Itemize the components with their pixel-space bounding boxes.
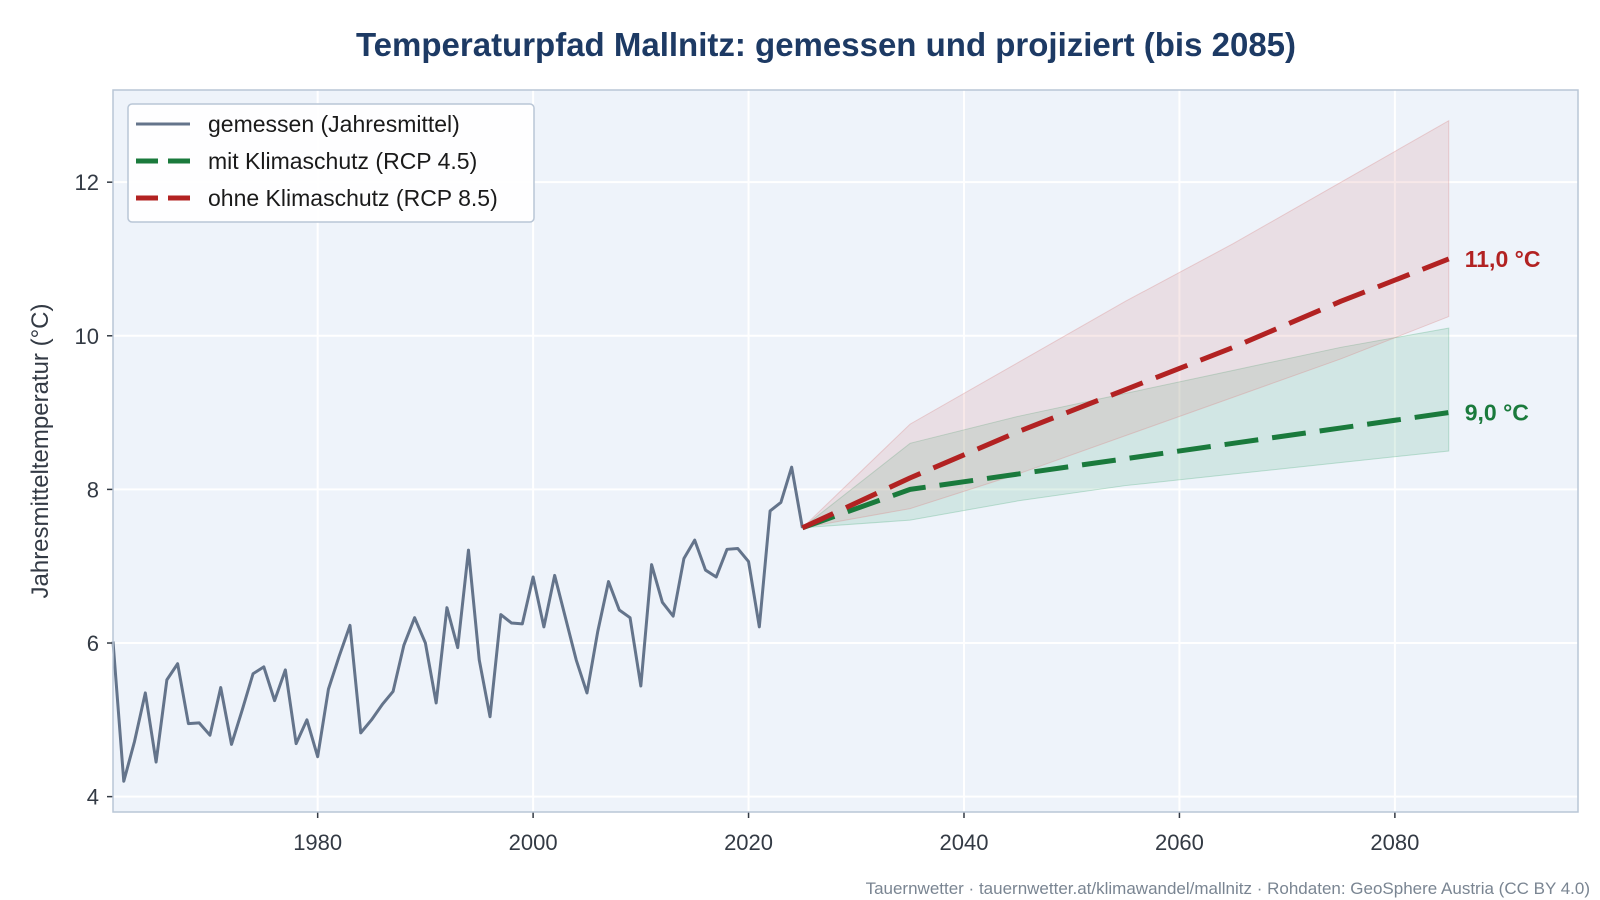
y-tick-label: 10	[75, 324, 99, 349]
series-lines	[111, 256, 1450, 783]
x-tick-label: 1980	[293, 830, 342, 855]
series-line	[801, 256, 1450, 531]
y-tick-label: 4	[87, 785, 99, 810]
legend-box	[127, 103, 535, 223]
end-value-label: 9,0 °C	[1465, 400, 1529, 426]
y-tick-label: 8	[87, 477, 99, 502]
series-line	[111, 465, 804, 783]
legend: gemessen (Jahresmittel) mit Klimaschutz (…	[127, 103, 535, 223]
chart-title: Temperaturpfad Mallnitz: gemessen und pr…	[356, 26, 1296, 63]
axis-ticks: 1980 2000 2020 2040 2060 2080 4 6 8 10 12	[75, 170, 1420, 855]
x-tick-label: 2000	[509, 830, 558, 855]
x-tick-label: 2040	[940, 830, 989, 855]
y-tick-label: 12	[75, 170, 99, 195]
uncertainty-band	[800, 119, 1450, 529]
end-value-label: 11,0 °C	[1465, 246, 1541, 272]
source-footer: Tauernwetter · tauernwetter.at/klimawand…	[866, 879, 1590, 898]
grid-lines	[113, 90, 1578, 812]
series-line	[801, 410, 1450, 531]
uncertainty-band	[800, 327, 1450, 529]
x-tick-label: 2080	[1370, 830, 1419, 855]
x-tick-label: 2060	[1155, 830, 1204, 855]
x-tick-label: 2020	[724, 830, 773, 855]
plot-frame	[112, 89, 1579, 813]
legend-label: gemessen (Jahresmittel)	[208, 111, 460, 137]
legend-label: ohne Klimaschutz (RCP 8.5)	[208, 185, 498, 211]
y-axis-label: Jahresmitteltemperatur (°C)	[27, 303, 54, 598]
legend-label: mit Klimaschutz (RCP 4.5)	[208, 148, 477, 174]
y-tick-label: 6	[87, 631, 99, 656]
uncertainty-bands	[800, 119, 1450, 529]
end-value-labels: 11,0 °C 9,0 °C	[1465, 246, 1541, 426]
